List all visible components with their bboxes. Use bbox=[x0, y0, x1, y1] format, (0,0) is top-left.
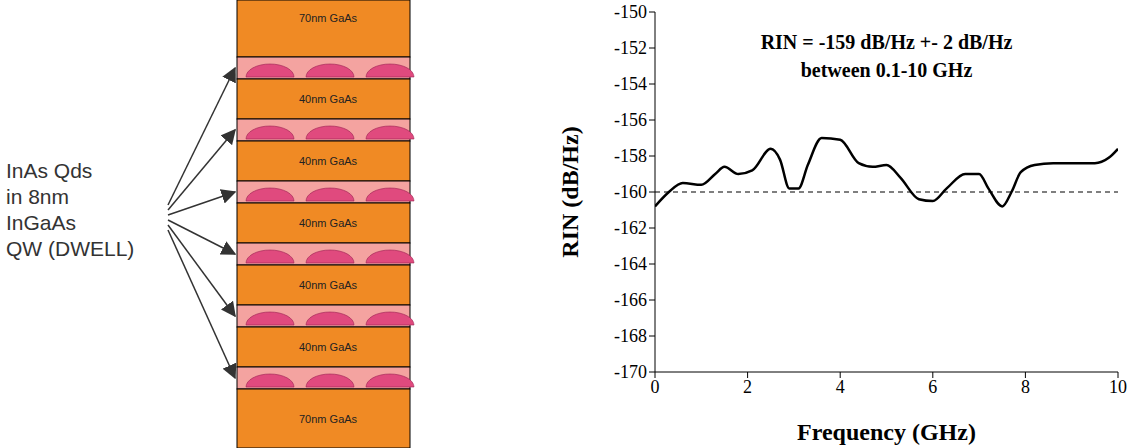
svg-text:-170: -170 bbox=[614, 362, 647, 382]
svg-text:40nm GaAs: 40nm GaAs bbox=[299, 341, 358, 353]
svg-text:-162: -162 bbox=[614, 218, 647, 238]
svg-text:Frequency (GHz): Frequency (GHz) bbox=[797, 419, 976, 445]
svg-text:-156: -156 bbox=[614, 110, 647, 130]
svg-text:40nm GaAs: 40nm GaAs bbox=[299, 93, 358, 105]
svg-text:70nm GaAs: 70nm GaAs bbox=[299, 12, 358, 24]
svg-text:-152: -152 bbox=[614, 38, 647, 58]
svg-text:RIN (dB/Hz): RIN (dB/Hz) bbox=[557, 126, 583, 257]
svg-text:-164: -164 bbox=[614, 254, 647, 274]
svg-text:-154: -154 bbox=[614, 74, 647, 94]
html-text:between 0.1-10 GHz: between 0.1-10 GHz bbox=[800, 59, 973, 81]
html-text:InGaAs: InGaAs bbox=[6, 211, 76, 234]
svg-text:-166: -166 bbox=[614, 290, 647, 310]
svg-text:-158: -158 bbox=[614, 146, 647, 166]
svg-text:0: 0 bbox=[651, 377, 660, 397]
svg-text:-150: -150 bbox=[614, 2, 647, 22]
svg-text:2: 2 bbox=[743, 377, 752, 397]
svg-text:8: 8 bbox=[1021, 377, 1030, 397]
html-text:InAs Qds: InAs Qds bbox=[6, 159, 93, 182]
svg-text:40nm GaAs: 40nm GaAs bbox=[299, 217, 358, 229]
svg-text:10: 10 bbox=[1109, 377, 1127, 397]
svg-text:-160: -160 bbox=[614, 182, 647, 202]
svg-text:70nm GaAs: 70nm GaAs bbox=[299, 413, 358, 425]
svg-text:40nm GaAs: 40nm GaAs bbox=[299, 155, 358, 167]
svg-text:40nm GaAs: 40nm GaAs bbox=[299, 279, 358, 291]
svg-text:6: 6 bbox=[928, 377, 937, 397]
svg-text:4: 4 bbox=[836, 377, 845, 397]
html-text:in 8nm: in 8nm bbox=[6, 185, 69, 208]
html-text:QW (DWELL): QW (DWELL) bbox=[6, 237, 135, 260]
html-text:RIN = -159 dB/Hz +- 2 dB/Hz: RIN = -159 dB/Hz +- 2 dB/Hz bbox=[760, 31, 1013, 53]
svg-text:-168: -168 bbox=[614, 326, 647, 346]
